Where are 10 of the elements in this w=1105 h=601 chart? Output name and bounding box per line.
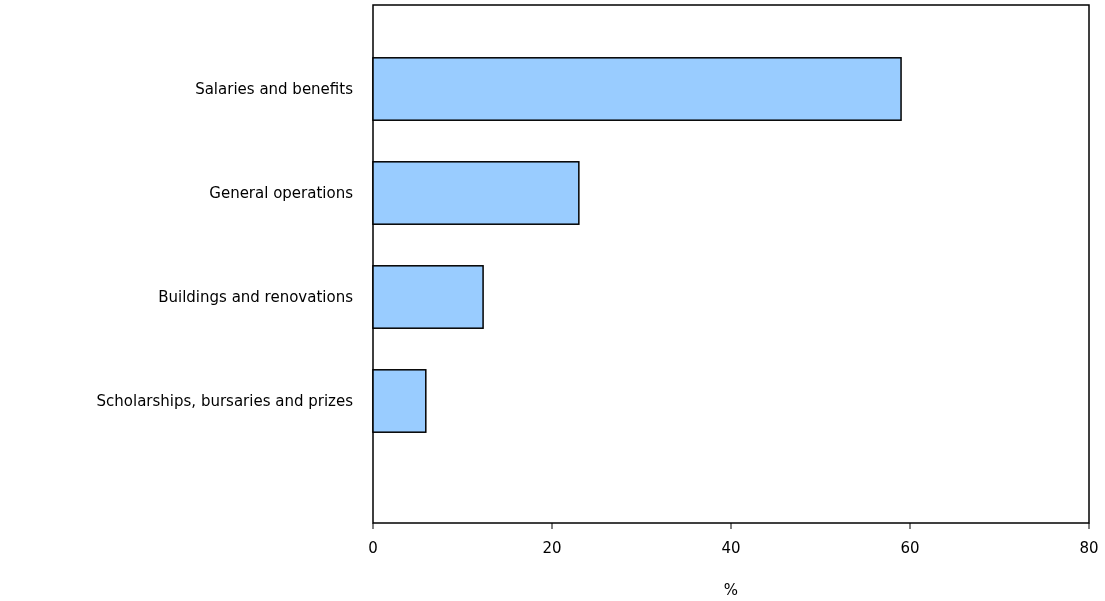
y-tick-label: Scholarships, bursaries and prizes (96, 391, 354, 410)
x-tick-label: 80 (1079, 539, 1099, 557)
x-tick-label: 0 (368, 539, 378, 557)
x-tick-label: 60 (900, 539, 920, 557)
y-tick-label: General operations (209, 183, 354, 202)
x-tick-label: 40 (721, 539, 741, 557)
x-tick-label: 20 (542, 539, 562, 557)
y-tick-label: Salaries and benefits (195, 79, 354, 98)
x-axis-title: % (723, 581, 739, 599)
y-tick-label: Buildings and renovations (158, 287, 354, 306)
